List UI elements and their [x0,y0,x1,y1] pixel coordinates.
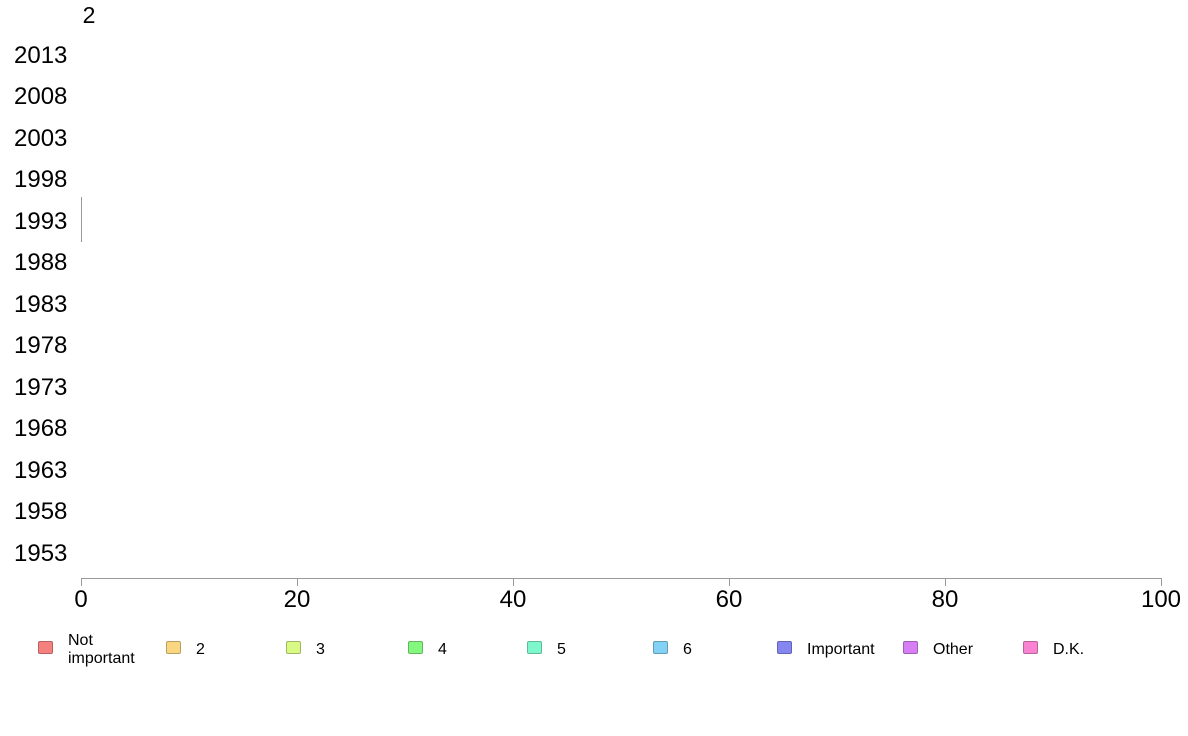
y-axis-label: 1958 [14,498,68,526]
y-axis-label: 2008 [14,83,68,111]
legend-label: 5 [557,641,566,658]
x-axis-tick [1161,578,1162,586]
x-axis-tick [297,578,298,586]
legend-label: Important [807,641,875,658]
x-axis-tick-label: 40 [499,586,527,613]
legend-swatch-icon [903,641,918,654]
x-axis-tick [945,578,946,586]
legend-label: 6 [683,641,692,658]
legend-swatch-icon [527,641,542,654]
y-axis-label: 1968 [14,415,68,443]
y-axis-label: 1993 [14,207,68,235]
x-axis-tick [729,578,730,586]
legend-swatch-icon [1023,641,1038,654]
x-axis-tick-label: 0 [74,586,88,613]
bar-value-label: 2 [82,2,96,28]
y-axis-label: 2013 [14,42,68,69]
x-axis-tick-label: 80 [931,586,959,613]
legend-label: Not important [68,632,135,667]
legend-swatch-icon [38,641,53,654]
y-axis-label: 1963 [14,456,68,484]
legend-label: Other [933,641,974,658]
x-axis-line [81,578,1162,579]
zero-width-bar-1993 [81,197,82,242]
y-axis-label: 1983 [14,290,68,318]
y-axis-label: 1998 [14,166,68,194]
x-axis-tick [81,578,82,586]
legend-label: 3 [316,641,325,658]
legend-label: 4 [438,641,447,658]
y-axis-label: 2003 [14,124,68,152]
x-axis-tick [513,578,514,586]
y-axis-label: 1973 [14,373,68,401]
legend-swatch-icon [408,641,423,654]
legend-label: D.K. [1053,641,1085,658]
y-axis-label: 1953 [14,539,68,567]
x-axis-tick-label: 20 [283,586,311,613]
y-axis-label: 1978 [14,332,68,360]
x-axis-tick-label: 60 [715,586,743,613]
legend-swatch-icon [777,641,792,654]
legend-swatch-icon [166,641,181,654]
x-axis-tick-label: 100 [1140,586,1182,613]
legend-label: 2 [196,641,205,658]
legend-swatch-icon [286,641,301,654]
legend-swatch-icon [653,641,668,654]
y-axis-label: 1988 [14,249,68,277]
